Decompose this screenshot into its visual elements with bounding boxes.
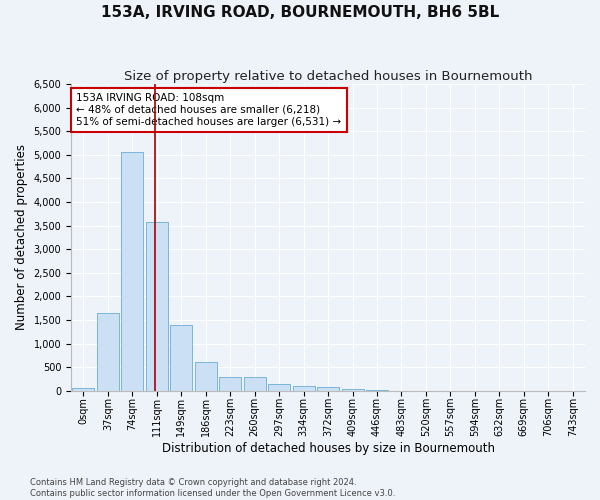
Bar [317, 387, 339, 390]
Title: Size of property relative to detached houses in Bournemouth: Size of property relative to detached ho… [124, 70, 532, 83]
X-axis label: Distribution of detached houses by size in Bournemouth: Distribution of detached houses by size … [161, 442, 494, 455]
Bar [121, 152, 143, 390]
Bar [293, 386, 314, 390]
Text: 153A IRVING ROAD: 108sqm
← 48% of detached houses are smaller (6,218)
51% of sem: 153A IRVING ROAD: 108sqm ← 48% of detach… [76, 94, 341, 126]
Bar [195, 362, 217, 390]
Text: 153A, IRVING ROAD, BOURNEMOUTH, BH6 5BL: 153A, IRVING ROAD, BOURNEMOUTH, BH6 5BL [101, 5, 499, 20]
Bar [244, 377, 266, 390]
Bar [73, 388, 94, 390]
Bar [170, 325, 192, 390]
Bar [341, 389, 364, 390]
Bar [268, 384, 290, 390]
Bar [146, 222, 168, 390]
Bar [97, 313, 119, 390]
Y-axis label: Number of detached properties: Number of detached properties [15, 144, 28, 330]
Text: Contains HM Land Registry data © Crown copyright and database right 2024.
Contai: Contains HM Land Registry data © Crown c… [30, 478, 395, 498]
Bar [219, 376, 241, 390]
